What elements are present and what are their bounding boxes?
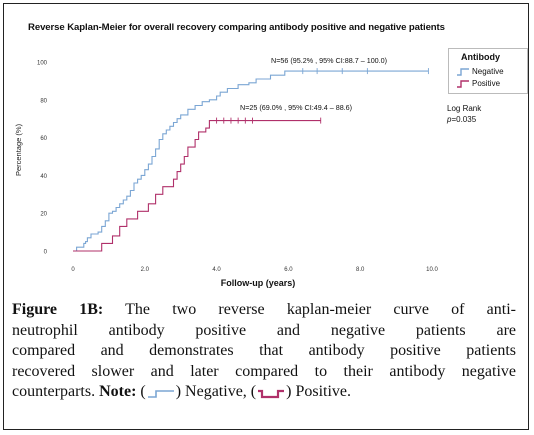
negative-caption-swatch-icon xyxy=(147,389,174,398)
logrank-label: Log Rank xyxy=(447,104,482,113)
y-tick-label: 40 xyxy=(40,174,47,180)
caption-line-5: counterparts. Note: ( ) Negative, ( ) Posi… xyxy=(12,382,516,403)
logrank-p-value: p=0.035 xyxy=(447,115,476,124)
x-tick-label: 8.0 xyxy=(356,267,365,273)
y-axis-label: Percentage (%) xyxy=(14,123,23,176)
x-tick-label: 0 xyxy=(71,267,75,273)
series-line-negative xyxy=(73,70,429,252)
note-label: Note: xyxy=(99,383,137,401)
series-layer xyxy=(73,68,429,252)
negative-annotation: N=56 (95.2% , 95% CI:88.7 – 100.0) xyxy=(271,56,387,65)
annotations-layer: N=56 (95.2% , 95% CI:88.7 – 100.0) N=25 (… xyxy=(240,56,387,112)
y-tick-label: 60 xyxy=(40,136,47,142)
positive-annotation: N=25 (69.0% , 95% CI:49.4 – 88.6) xyxy=(240,103,352,112)
legend-item-positive: Positive xyxy=(457,79,500,88)
x-tick-label: 4.0 xyxy=(212,267,221,273)
caption-positive: ) Positive. xyxy=(286,383,352,401)
p-symbol: p xyxy=(447,115,452,124)
figure-frame xyxy=(3,3,529,430)
legend: Antibody Negative Positive xyxy=(448,48,528,94)
legend-item-negative: Negative xyxy=(457,67,504,76)
y-tick-label: 20 xyxy=(40,212,47,218)
x-tick-label: 6.0 xyxy=(284,267,293,273)
figure-label: Figure 1B: xyxy=(12,301,104,318)
legend-label-negative: Negative xyxy=(472,67,504,76)
negative-line-swatch-icon xyxy=(457,67,469,76)
caption-negative: ) Negative, ( xyxy=(175,383,257,401)
caption-line-2: neutrophil antibody positive and negativ… xyxy=(12,321,516,339)
y-tick-label: 80 xyxy=(40,98,47,104)
y-tick-label: 100 xyxy=(37,61,48,67)
p-value-text: =0.035 xyxy=(451,115,477,124)
caption-line-1: Figure 1B: The two reverse kaplan-meier … xyxy=(12,300,516,321)
positive-line-swatch-icon xyxy=(457,79,469,88)
legend-title: Antibody xyxy=(461,52,500,62)
legend-label-positive: Positive xyxy=(472,79,501,88)
y-tick-label: 0 xyxy=(44,250,48,256)
caption-line-3: compared and demonstrates that antibody … xyxy=(12,342,516,360)
chart-title: Reverse Kaplan-Meier for overall recover… xyxy=(28,22,445,33)
plot-axes: 0 20 40 60 80 100 0 2.0 4.0 6.0 8.0 10.0 Percentage … xyxy=(14,61,438,289)
x-tick-label: 2.0 xyxy=(141,267,150,273)
x-axis-label: Follow-up (years) xyxy=(221,278,296,288)
positive-caption-swatch-icon xyxy=(258,389,285,398)
caption-line-1-text: The two reverse kaplan-meier curve of an… xyxy=(125,301,517,318)
figure-caption: Figure 1B: The two reverse kaplan-meier … xyxy=(12,300,516,403)
open-paren-negative: ( xyxy=(140,383,146,401)
series-line-positive xyxy=(73,120,321,252)
km-plot: 0 20 40 60 80 100 0 2.0 4.0 6.0 8.0 10.0 Percentage … xyxy=(14,56,438,289)
x-tick-label: 10.0 xyxy=(426,267,438,273)
caption-line-4: recovered slower and later compared to t… xyxy=(12,362,516,380)
caption-counterparts: counterparts. xyxy=(12,383,96,401)
